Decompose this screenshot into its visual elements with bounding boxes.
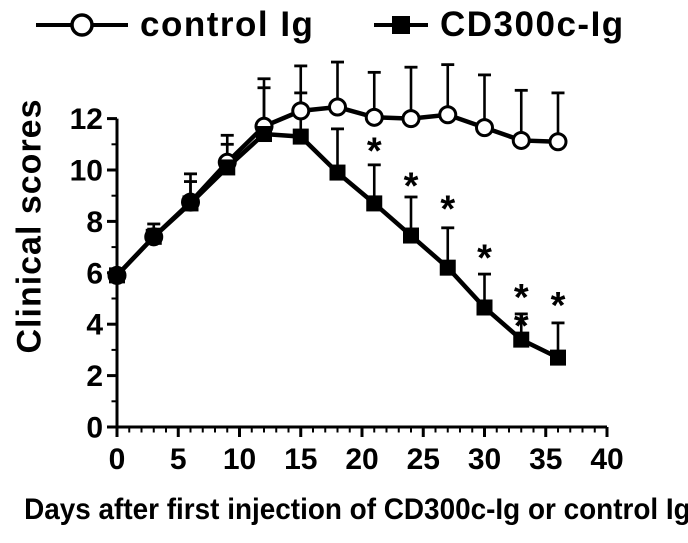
legend-label-control-ig: control Ig xyxy=(140,5,315,44)
svg-text:12: 12 xyxy=(70,103,103,136)
legend-item-control-ig: control Ig xyxy=(36,2,314,48)
filled-square-marker-icon xyxy=(374,16,428,34)
svg-text:*: * xyxy=(477,237,492,279)
svg-text:8: 8 xyxy=(86,206,103,239)
svg-text:*: * xyxy=(551,285,566,327)
svg-text:30: 30 xyxy=(468,443,501,476)
svg-text:40: 40 xyxy=(590,443,623,476)
svg-text:*: * xyxy=(404,165,419,207)
svg-text:6: 6 xyxy=(86,257,103,290)
legend-item-cd300c-ig: CD300c-Ig xyxy=(374,2,625,48)
legend-label-cd300c-ig: CD300c-Ig xyxy=(440,5,625,44)
svg-text:4: 4 xyxy=(86,309,103,342)
svg-text:0: 0 xyxy=(109,443,126,476)
svg-text:*: * xyxy=(440,189,455,231)
open-circle-marker-icon xyxy=(36,13,128,37)
svg-text:10: 10 xyxy=(70,155,103,188)
y-axis-label: Clinical scores xyxy=(10,98,49,354)
svg-text:*: * xyxy=(514,277,529,319)
svg-text:2: 2 xyxy=(86,360,103,393)
svg-text:5: 5 xyxy=(170,443,187,476)
svg-text:15: 15 xyxy=(284,443,317,476)
x-axis-label: Days after first injection of CD300c-Ig … xyxy=(24,493,688,526)
svg-text:0: 0 xyxy=(86,412,103,445)
svg-text:20: 20 xyxy=(345,443,378,476)
svg-text:*: * xyxy=(367,131,382,173)
svg-text:*: * xyxy=(514,305,529,347)
svg-text:10: 10 xyxy=(223,443,256,476)
svg-text:35: 35 xyxy=(529,443,562,476)
svg-text:25: 25 xyxy=(407,443,440,476)
